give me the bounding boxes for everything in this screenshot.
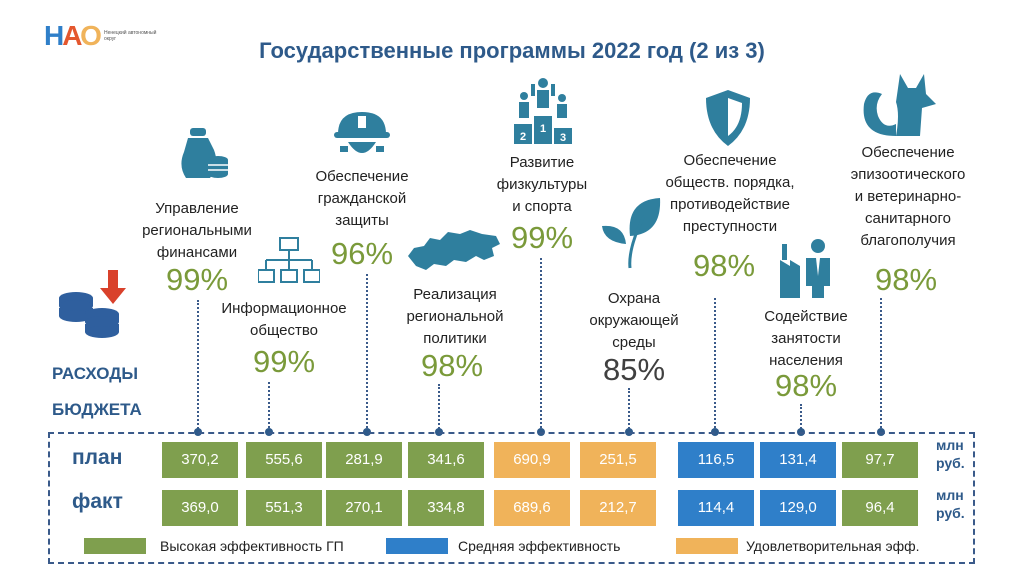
connector-line bbox=[800, 404, 802, 432]
unit-label-plan: млн руб. bbox=[936, 437, 965, 471]
legend-swatch-high bbox=[84, 538, 146, 554]
svg-text:1: 1 bbox=[540, 123, 546, 135]
unit-label-fact: млн руб. bbox=[936, 487, 965, 521]
plan-value-cell: 131,4 bbox=[760, 442, 836, 478]
fact-value-cell: 689,6 bbox=[494, 490, 570, 526]
fact-value-cell: 270,1 bbox=[326, 490, 402, 526]
program-percent: 99% bbox=[165, 262, 229, 297]
page-title: Государственные программы 2022 год (2 из… bbox=[259, 38, 765, 63]
program-name: Развитие физкультуры и спорта bbox=[496, 154, 588, 215]
fact-value-cell: 129,0 bbox=[760, 490, 836, 526]
program-name: Информационное общество bbox=[221, 300, 347, 339]
program-percent: 98% bbox=[420, 348, 484, 383]
shield-icon bbox=[706, 90, 750, 146]
program-name: Управление региональными финансами bbox=[142, 200, 252, 261]
connector-line bbox=[197, 300, 199, 432]
network-icon bbox=[258, 237, 320, 283]
program-percent: 98% bbox=[692, 248, 756, 283]
plan-value-cell: 251,5 bbox=[580, 442, 656, 478]
fox-icon bbox=[863, 74, 936, 136]
legend-swatch-medium bbox=[386, 538, 448, 554]
connector-line bbox=[540, 258, 542, 432]
budget-label-line1: РАСХОДЫ bbox=[52, 364, 138, 383]
plan-value-cell: 690,9 bbox=[494, 442, 570, 478]
legend-label-high: Высокая эффективность ГП bbox=[160, 538, 344, 554]
program-percent: 85% bbox=[602, 352, 666, 387]
program-name: Обеспечение гражданской защиты bbox=[315, 168, 409, 229]
program-percent: 99% bbox=[510, 220, 574, 255]
fact-value-cell: 551,3 bbox=[246, 490, 322, 526]
fact-value-cell: 114,4 bbox=[678, 490, 754, 526]
svg-text:2: 2 bbox=[520, 131, 526, 143]
program-name: Обеспечение обществ. порядка, противодейст… bbox=[665, 152, 795, 235]
budget-label-line2: БЮДЖЕТА bbox=[52, 400, 142, 419]
plan-row-label: план bbox=[72, 446, 123, 469]
program-percent: 99% bbox=[252, 344, 316, 379]
program-percent: 96% bbox=[330, 236, 394, 271]
fact-value-cell: 212,7 bbox=[580, 490, 656, 526]
fact-value-cell: 334,8 bbox=[408, 490, 484, 526]
connector-line bbox=[366, 274, 368, 432]
russia-map-icon bbox=[408, 230, 500, 270]
logo-subtitle: Ненецкий автономный округ bbox=[104, 30, 157, 42]
plan-value-cell: 370,2 bbox=[162, 442, 238, 478]
logo-text: НАО bbox=[44, 20, 102, 51]
fact-value-cell: 369,0 bbox=[162, 490, 238, 526]
plan-value-cell: 555,6 bbox=[246, 442, 322, 478]
podium-icon: 1 2 3 bbox=[514, 78, 572, 144]
connector-line bbox=[628, 388, 630, 432]
program-percent: 98% bbox=[874, 262, 938, 297]
rescuer-helmet-icon bbox=[334, 112, 390, 153]
fact-row-label: факт bbox=[72, 490, 123, 513]
plan-value-cell: 341,6 bbox=[408, 442, 484, 478]
legend-label-medium: Средняя эффективность bbox=[458, 538, 621, 554]
budget-table-frame bbox=[48, 432, 975, 564]
money-bag-icon bbox=[181, 128, 228, 178]
program-name: Реализация региональной политики bbox=[406, 286, 504, 347]
connector-line bbox=[880, 298, 882, 432]
program-name: Содействие занятости населения bbox=[764, 308, 848, 369]
fact-value-cell: 96,4 bbox=[842, 490, 918, 526]
plan-value-cell: 116,5 bbox=[678, 442, 754, 478]
program-name: Обеспечение эпизоотического и ветеринарно-… bbox=[850, 144, 966, 249]
plan-value-cell: 281,9 bbox=[326, 442, 402, 478]
program-name: Охрана окружающей среды bbox=[589, 290, 679, 351]
svg-text:3: 3 bbox=[560, 132, 566, 144]
leaf-icon bbox=[602, 198, 661, 269]
connector-line bbox=[438, 384, 440, 432]
nao-logo: НАО bbox=[44, 20, 102, 52]
coins-arrow-icon bbox=[59, 270, 126, 338]
connector-line bbox=[714, 298, 716, 432]
worker-factory-icon bbox=[780, 239, 830, 298]
legend-label-satisfactory: Удовлетворительная эфф. bbox=[746, 538, 920, 554]
program-percent: 98% bbox=[774, 368, 838, 403]
legend-swatch-satisfactory bbox=[676, 538, 738, 554]
connector-line bbox=[268, 382, 270, 432]
plan-value-cell: 97,7 bbox=[842, 442, 918, 478]
